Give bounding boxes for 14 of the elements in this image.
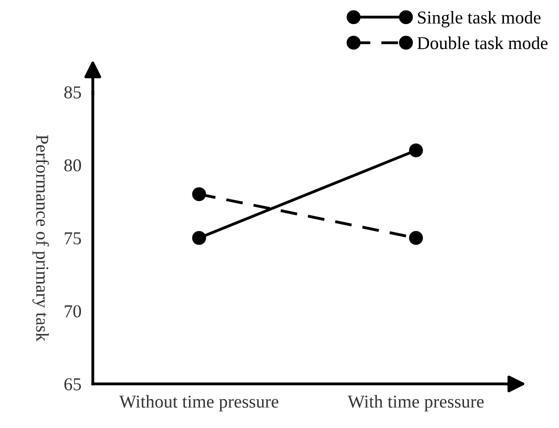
- y-tick-label: 75: [64, 232, 81, 244]
- point: [192, 187, 206, 202]
- y-tick-label: 80: [64, 159, 81, 172]
- point: [192, 231, 206, 245]
- point: [409, 143, 423, 158]
- y-tick-label: 65: [64, 378, 81, 390]
- legend-label: Single task mode: [418, 10, 541, 28]
- y-tick-label: 85: [64, 86, 81, 98]
- y-axis-title: Performance of primary task: [32, 134, 50, 342]
- x-tick-label: With time pressure: [348, 395, 484, 412]
- point: [409, 231, 423, 245]
- legend-label: Double task mode: [417, 36, 548, 50]
- y-tick-label: 70: [64, 305, 81, 318]
- x-tick-label: Without time pressure: [119, 395, 278, 412]
